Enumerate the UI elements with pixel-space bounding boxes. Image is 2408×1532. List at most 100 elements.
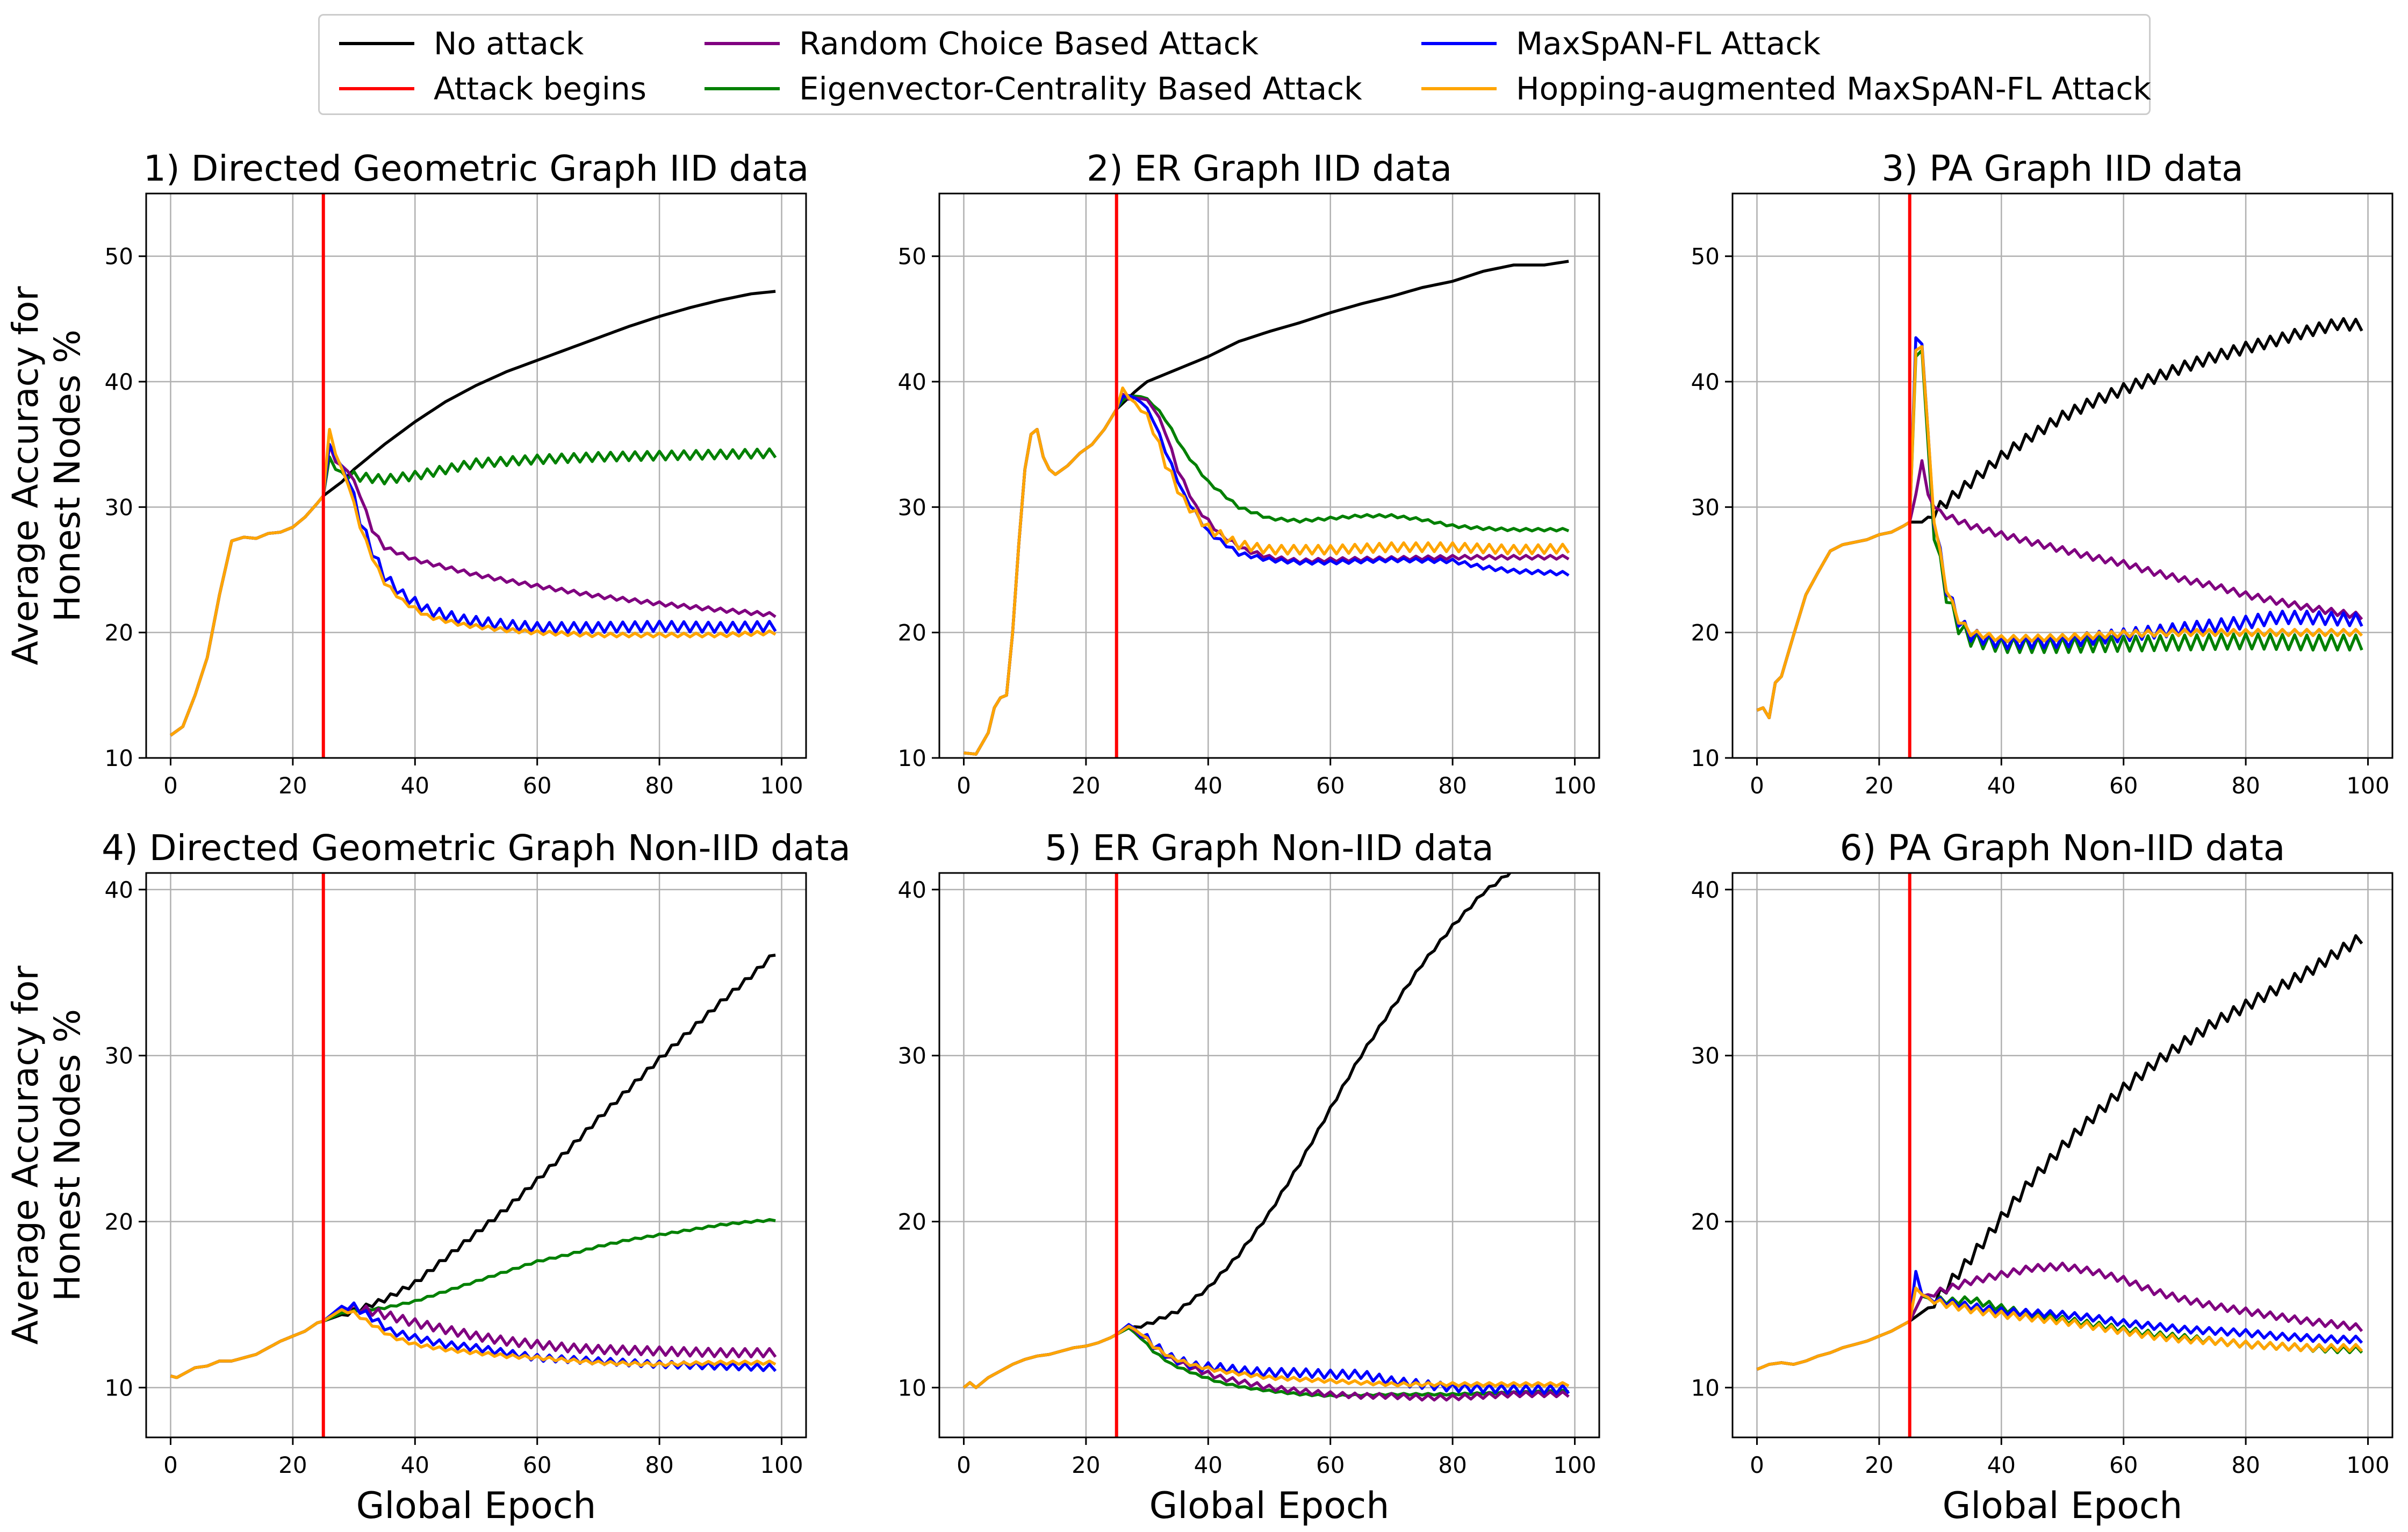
legend-item-maxspan: MaxSpAN-FL Attack: [1421, 22, 1821, 65]
x-tick-label: 40: [1194, 772, 1223, 799]
y-axis-label: Average Accuracy for: [5, 286, 46, 665]
series-line-hopping-augmented-maxspan-fl-attack: [1756, 1286, 2363, 1371]
y-tick-label: 20: [105, 620, 133, 646]
legend-item-attack-begins: Attack begins: [339, 67, 646, 110]
series-line-eigenvector-centrality-based-attack: [1756, 348, 2363, 720]
plot-frame: [1731, 872, 2393, 1438]
panel-title: 3) PA Graph IID data: [1881, 148, 2243, 189]
series-line-random-choice-based-attack: [962, 1325, 1570, 1402]
legend: No attack Attack begins Random Choice Ba…: [318, 14, 2151, 115]
x-axis-label: Global Epoch: [1943, 1485, 2183, 1527]
x-tick-label: 0: [957, 1452, 971, 1478]
series-line-random-choice-based-attack: [1756, 459, 2363, 720]
y-tick-label: 20: [1691, 620, 1720, 646]
y-tick-label: 20: [898, 1209, 926, 1235]
y-tick-label: 10: [1691, 745, 1720, 771]
y-tick-label: 10: [1691, 1374, 1720, 1401]
y-tick-label: 30: [898, 1043, 926, 1069]
y-tick-label: 20: [105, 1209, 133, 1235]
panel-title: 2) ER Graph IID data: [1087, 148, 1452, 189]
series-line-hopping-augmented-maxspan-fl-attack: [962, 1325, 1570, 1390]
x-tick-label: 100: [2346, 1452, 2389, 1478]
x-tick-label: 20: [1865, 772, 1893, 799]
series-line-no-attack: [169, 290, 776, 737]
x-tick-label: 40: [1987, 772, 2016, 799]
series-line-maxspan-fl-attack: [1756, 336, 2363, 720]
x-tick-label: 80: [645, 1452, 673, 1478]
y-axis-label: Honest Nodes %: [47, 1009, 88, 1301]
y-tick-label: 40: [105, 369, 133, 395]
x-tick-label: 0: [957, 772, 971, 799]
x-tick-label: 40: [401, 1452, 429, 1478]
panel-6: 0 20 40 60 80 100 10 20 30 40 6) PA Graph Non-IID …: [1691, 827, 2393, 1527]
series-line-hopping-augmented-maxspan-fl-attack: [964, 386, 1570, 756]
legend-label: Hopping-augmented MaxSpAN-FL Attack: [1516, 70, 2151, 107]
y-tick-label: 40: [105, 877, 133, 903]
x-tick-label: 100: [1553, 772, 1596, 799]
series-line-maxspan-fl-attack: [964, 393, 1570, 756]
y-tick-label: 10: [105, 745, 133, 771]
x-tick-label: 0: [1750, 1452, 1764, 1478]
x-tick-label: 60: [1316, 772, 1345, 799]
x-tick-label: 20: [1072, 1452, 1100, 1478]
panel-title: 5) ER Graph Non-IID data: [1045, 827, 1493, 869]
x-tick-label: 0: [163, 1452, 178, 1478]
y-tick-label: 50: [898, 244, 926, 270]
x-tick-label: 80: [2231, 772, 2260, 799]
series-line-maxspan-fl-attack: [170, 1301, 777, 1379]
x-tick-label: 80: [645, 772, 673, 799]
x-tick-label: 60: [523, 1452, 551, 1478]
x-tick-label: 0: [1750, 772, 1764, 799]
series-line-maxspan-fl-attack: [169, 442, 777, 737]
y-axis-label: Average Accuracy for: [5, 965, 46, 1345]
y-tick-label: 10: [105, 1374, 133, 1401]
x-tick-label: 100: [1553, 1452, 1596, 1478]
y-tick-label: 30: [105, 1043, 133, 1069]
legend-swatch: [339, 42, 414, 45]
x-tick-label: 60: [1316, 1452, 1345, 1478]
series-line-hopping-augmented-maxspan-fl-attack: [1756, 345, 2363, 720]
panel-5: 0 20 40 60 80 100 10 20 30 40 5) ER Graph Non-IID …: [898, 827, 1600, 1527]
legend-label: Attack begins: [434, 70, 647, 107]
x-tick-label: 80: [1438, 1452, 1467, 1478]
legend-swatch: [1421, 42, 1497, 45]
x-axis-label: Global Epoch: [1149, 1485, 1390, 1527]
legend-swatch: [705, 42, 780, 45]
panel-title: 4) Directed Geometric Graph Non-IID data: [102, 827, 851, 869]
series-line-random-choice-based-attack: [169, 442, 777, 737]
panel-3: 0 20 40 60 80 100 10 20 30 40 50 3) PA Graph IID da…: [1691, 148, 2393, 799]
x-tick-label: 100: [2346, 772, 2389, 799]
x-tick-label: 20: [1865, 1452, 1893, 1478]
panel-4: 0 20 40 60 80 100 10 20 30 40 4) Directed Geometri…: [5, 827, 851, 1527]
series-line-no-attack: [1756, 317, 2363, 720]
panel-title: 1) Directed Geometric Graph IID data: [143, 148, 809, 189]
x-tick-label: 20: [278, 1452, 307, 1478]
legend-label: MaxSpAN-FL Attack: [1516, 25, 1821, 62]
panel-1: 0 20 40 60 80 100 10 20 30 40 50 1) Directed Geomet…: [5, 148, 809, 799]
y-tick-label: 40: [898, 877, 926, 903]
series-line-no-attack: [170, 954, 776, 1379]
x-tick-label: 40: [1194, 1452, 1223, 1478]
legend-label: Random Choice Based Attack: [799, 25, 1259, 62]
series-line-no-attack: [1756, 934, 2363, 1371]
y-tick-label: 30: [1691, 494, 1720, 520]
legend-item-random-choice: Random Choice Based Attack: [705, 22, 1259, 65]
legend-item-eigenvector: Eigenvector-Centrality Based Attack: [705, 67, 1362, 110]
x-tick-label: 100: [760, 1452, 803, 1478]
series-line-no-attack: [962, 873, 1512, 1390]
legend-swatch: [1421, 87, 1497, 90]
series-line-random-choice-based-attack: [964, 392, 1570, 756]
legend-item-hopping: Hopping-augmented MaxSpAN-FL Attack: [1421, 67, 2151, 110]
panel-2: 0 20 40 60 80 100 10 20 30 40 50 2) ER Graph IID da…: [898, 148, 1600, 799]
x-axis-label: Global Epoch: [356, 1485, 596, 1527]
x-tick-label: 80: [2231, 1452, 2260, 1478]
plot-frame: [145, 872, 807, 1438]
series-line-random-choice-based-attack: [170, 1302, 777, 1379]
x-tick-label: 60: [2109, 1452, 2138, 1478]
x-tick-label: 20: [278, 772, 307, 799]
series-line-hopping-augmented-maxspan-fl-attack: [170, 1308, 777, 1379]
x-tick-label: 0: [163, 772, 178, 799]
y-tick-label: 30: [1691, 1043, 1720, 1069]
plot-frame: [1731, 192, 2393, 759]
